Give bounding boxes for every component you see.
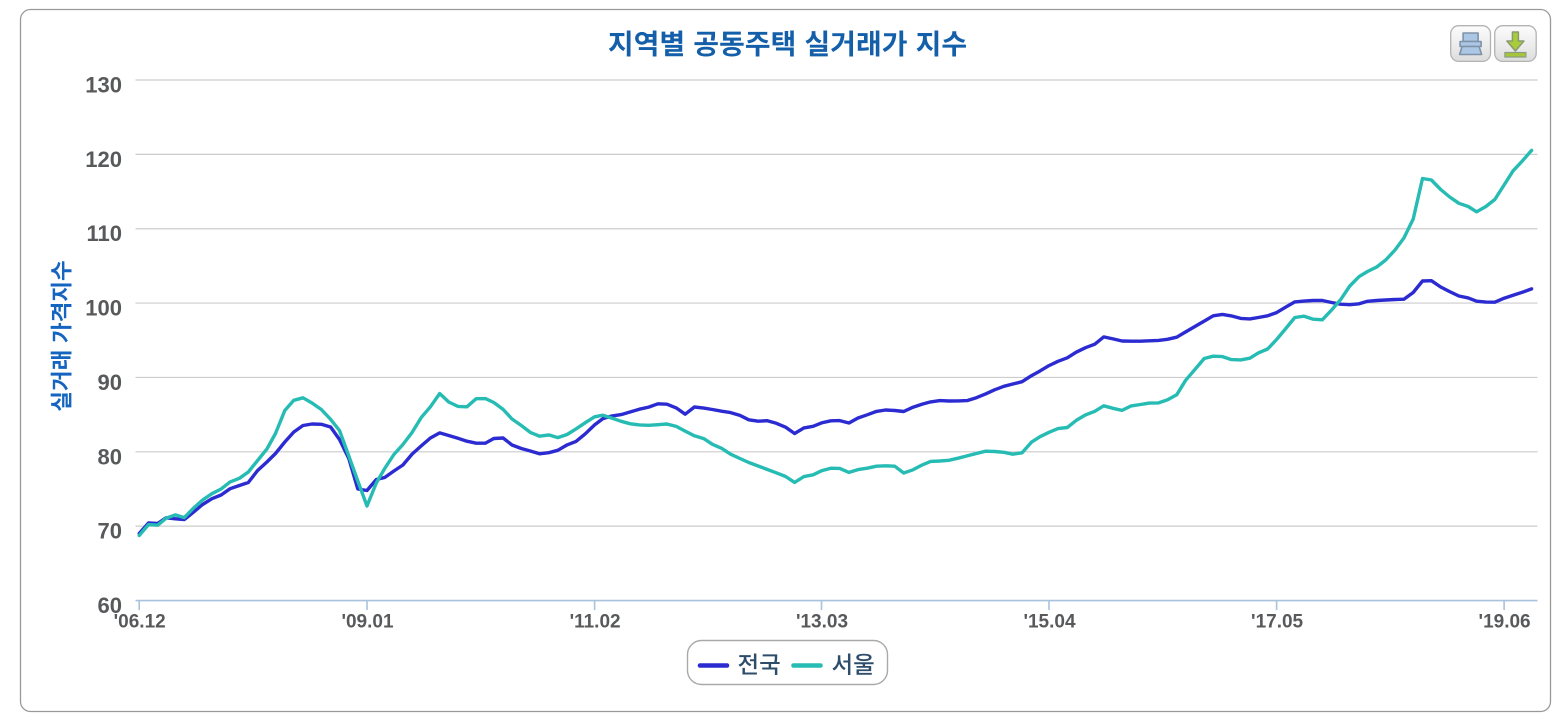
svg-text:120: 120 — [85, 147, 122, 172]
svg-text:110: 110 — [87, 221, 123, 246]
svg-text:130: 130 — [85, 73, 122, 98]
svg-text:'19.06: '19.06 — [1479, 611, 1531, 632]
svg-text:'15.04: '15.04 — [1023, 611, 1075, 632]
svg-text:100: 100 — [85, 296, 122, 321]
svg-text:'06.12: '06.12 — [114, 611, 166, 632]
svg-text:'11.02: '11.02 — [570, 611, 621, 632]
svg-text:'09.01: '09.01 — [341, 611, 393, 632]
svg-text:'17.05: '17.05 — [1251, 611, 1303, 632]
svg-text:80: 80 — [98, 444, 122, 469]
svg-text:70: 70 — [98, 519, 122, 544]
svg-text:'13.03: '13.03 — [796, 611, 848, 632]
svg-text:90: 90 — [98, 370, 122, 395]
svg-text:60: 60 — [98, 593, 122, 618]
